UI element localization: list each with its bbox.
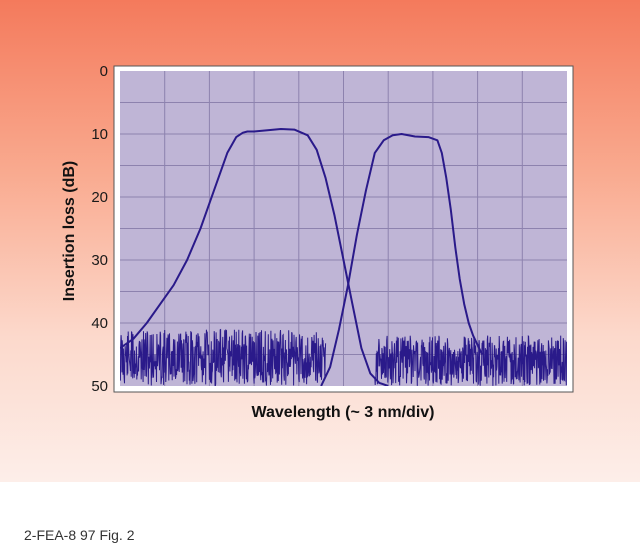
trace-layer — [120, 128, 484, 386]
y-tick-label: 50 — [91, 378, 108, 395]
x-axis-title: Wavelength (~ 3 nm/div) — [252, 404, 435, 421]
y-tick-labels: 0 10 20 30 40 50 — [91, 63, 108, 395]
passband-trace-2 — [320, 133, 484, 386]
y-tick-label: 10 — [91, 126, 108, 143]
insertion-loss-chart: 0 10 20 30 40 50 Insertion loss (dB) Waveleng… — [61, 63, 574, 421]
noise-floor-left — [120, 328, 327, 386]
noise-floor-right — [374, 335, 567, 386]
y-axis-title: Insertion loss (dB) — [61, 161, 78, 301]
noise-floor-layer — [120, 328, 567, 386]
y-tick-label: 40 — [91, 315, 108, 332]
grid-lines — [120, 71, 567, 386]
y-tick-label: 20 — [91, 189, 108, 206]
passband-trace-1 — [120, 128, 389, 386]
y-tick-label: 0 — [100, 63, 108, 80]
y-tick-label: 30 — [91, 252, 108, 269]
figure-caption: 2-FEA-8 97 Fig. 2 — [24, 527, 135, 543]
